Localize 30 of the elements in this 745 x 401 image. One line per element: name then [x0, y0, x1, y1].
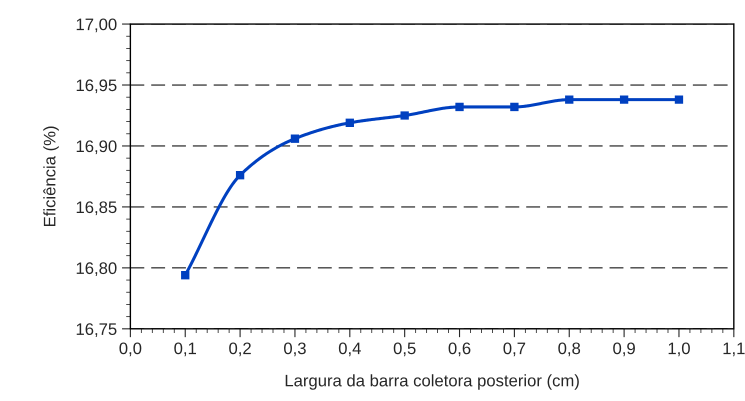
point	[565, 95, 574, 104]
x-axis-title: Largura da barra coletora posterior (cm)	[286, 374, 579, 390]
point	[620, 95, 628, 104]
point	[236, 171, 244, 180]
y-tick-label: 16,85	[76, 201, 116, 216]
point	[674, 95, 684, 104]
x-tick-label: 1,0	[668, 342, 690, 356]
y-tick-label: 16,90	[76, 140, 117, 154]
x-tick-label: 0,4	[338, 342, 361, 356]
x-tick-label: 0,5	[394, 342, 416, 356]
y-tick-label: 16,95	[76, 79, 116, 94]
y-tick-label: 16,75	[76, 323, 116, 337]
y-tick-label: 16,80	[76, 262, 117, 276]
x-tick-label: 0,1	[174, 342, 196, 356]
point	[400, 111, 409, 120]
x-tick-label: 0,0	[119, 342, 142, 356]
point	[181, 271, 190, 280]
x-tick-label: 0,6	[448, 342, 470, 356]
x-tick-label: 0,3	[284, 342, 306, 356]
point	[346, 118, 354, 127]
x-tick-label: 0,8	[558, 342, 580, 356]
x-tick-label: 1,1	[724, 342, 745, 356]
point	[290, 134, 300, 143]
point	[510, 102, 519, 112]
x-tick-label: 0,9	[613, 342, 635, 356]
point	[455, 102, 464, 112]
y-tick-label: 17,00	[76, 18, 117, 32]
y-axis-title: Eficiência (%)	[43, 126, 59, 226]
x-tick-label: 0,2	[229, 342, 251, 356]
x-tick-label: 0,7	[503, 342, 526, 356]
